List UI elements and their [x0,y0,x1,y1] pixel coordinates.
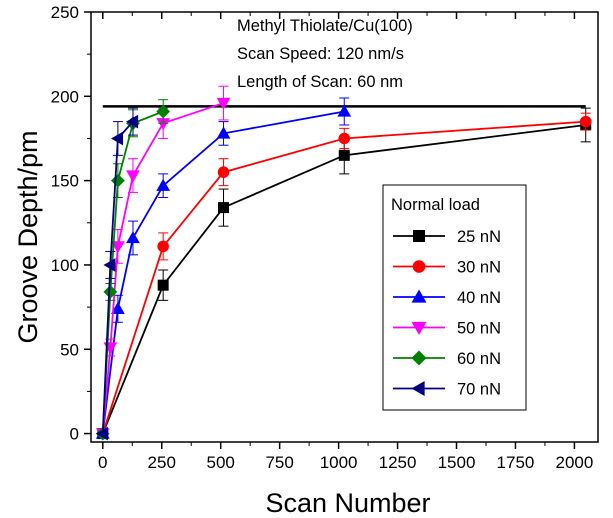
legend-title: Normal load [391,196,480,214]
annotation-line-3: Length of Scan: 60 nm [237,73,403,91]
x-tick-label: 1000 [320,453,358,472]
annotation-block: Methyl Thiolate/Cu(100) Scan Speed: 120 … [237,17,413,91]
data-point [95,426,108,441]
legend-label: 50 nN [457,320,501,338]
series-40-nn [95,97,352,439]
annotation-line-2: Scan Speed: 120 nm/s [237,45,404,63]
data-point [126,231,140,244]
legend-entry: 25 nN [393,228,501,246]
y-tick-label: 0 [70,425,79,444]
data-point [218,202,230,214]
y-tick-label: 100 [51,256,79,275]
x-tick-label: 1750 [497,453,535,472]
data-point [216,97,231,110]
x-tick-label: 1500 [438,453,476,472]
legend-label: 70 nN [457,381,501,399]
series-line [101,121,134,434]
data-point [156,178,171,191]
data-point [217,166,230,178]
data-point [157,279,169,291]
data-point [338,149,350,161]
data-point [216,126,231,139]
data-point [126,114,139,129]
data-point [156,118,171,131]
legend-label: 25 nN [457,228,501,246]
data-point [156,104,171,119]
data-point [126,170,140,183]
y-tick-label: 200 [51,87,79,106]
data-point [579,115,592,128]
x-axis-title: Scan Number [265,488,430,518]
series-line [101,102,224,434]
data-point [103,258,116,272]
legend: Normal load 25 nN 30 nN 40 nN 50 nN 60 nN 70 … [382,184,527,411]
legend-entry: 60 nN [393,350,501,368]
legend-label: 30 nN [457,259,501,277]
y-tick-label: 250 [51,3,79,22]
x-tick-label: 500 [207,453,235,472]
legend-marker [411,289,427,303]
plot-frame [90,11,599,443]
x-tick-label: 250 [148,453,176,472]
y-axis-title: Groove Depth/pm [13,130,43,343]
y-axis: 0 50 100 150 200 250 [51,3,91,444]
data-point [103,285,118,299]
legend-marker [412,260,426,273]
data-point [111,131,124,146]
y-tick-label: 50 [60,340,79,359]
series-layer [95,85,592,441]
series-line [101,110,345,434]
series-70-nn [95,107,139,441]
x-tick-label: 750 [265,453,293,472]
legend-marker [413,230,425,242]
x-axis: 0 250 500 750 1000 1250 1500 1750 2000 [98,12,593,472]
x-tick-label: 2000 [556,453,594,472]
legend-entry: 30 nN [393,259,501,277]
y-tick-label: 150 [51,172,79,191]
legend-entry: 50 nN [393,320,501,338]
x-tick-label: 0 [98,453,107,472]
legend-marker [411,381,425,396]
data-point [338,132,351,145]
data-point [337,104,352,117]
x-tick-label: 1250 [379,453,417,472]
legend-entry: 70 nN [393,381,501,399]
legend-marker [411,321,427,335]
plot-border [90,11,599,443]
legend-label: 40 nN [457,289,501,307]
data-point [111,301,125,314]
legend-marker [411,350,427,366]
data-point [157,240,169,253]
annotation-line-1: Methyl Thiolate/Cu(100) [237,17,413,35]
legend-entry: 40 nN [393,289,501,307]
legend-label: 60 nN [457,350,501,368]
